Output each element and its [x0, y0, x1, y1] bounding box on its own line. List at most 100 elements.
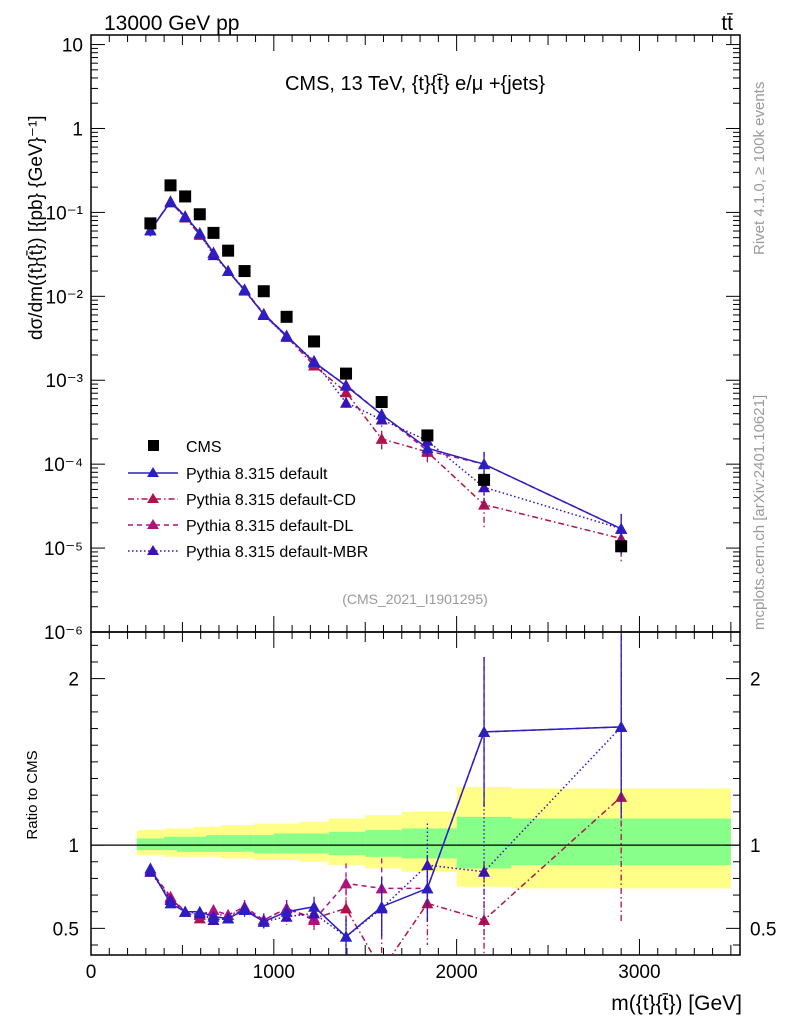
main-marker-default	[257, 308, 270, 320]
ratio-y-tick-label-right: 2	[750, 670, 761, 691]
main-panel-frame	[90, 34, 741, 633]
band-inner-bin	[176, 836, 194, 852]
cms-data-points	[144, 179, 628, 553]
cms-data-marker	[257, 285, 270, 298]
main-y-tick-label: 10⁻⁵	[44, 539, 83, 560]
main-marker-mbr	[340, 396, 353, 408]
header-final-state-label: tt̄	[721, 12, 733, 35]
cms-data-marker	[238, 265, 251, 278]
x-tick-label: 3000	[618, 962, 660, 983]
ratio-series-clipped	[144, 635, 628, 955]
main-y-tick-label: 10⁻²	[46, 287, 84, 308]
main-y-axis: 10⁻⁶ 10⁻⁵ 10⁻⁴ 10⁻³ 10⁻² 10⁻¹ 1 10	[44, 36, 740, 644]
band-inner-bin	[299, 833, 329, 854]
rivet-version-label: Rivet 4.1.0, ≥ 100k events	[751, 82, 768, 255]
ratio-y-tick-label: 2	[68, 670, 79, 691]
main-y-tick-label: 10⁻⁴	[44, 455, 83, 476]
main-marker-cd	[340, 386, 353, 398]
legend: CMS Pythia 8.315 default Pythia 8.315 de…	[128, 439, 368, 561]
main-marker-default	[164, 195, 177, 207]
ratio-uncertainty-bands	[136, 786, 731, 889]
legend-label-default: Pythia 8.315 default	[186, 466, 328, 483]
cms-data-marker	[222, 244, 235, 257]
x-axis: 0 1000 2000 3000	[86, 35, 732, 983]
band-inner-bin	[193, 836, 207, 852]
main-marker-cd	[375, 432, 388, 444]
band-inner-bin	[273, 833, 300, 854]
ratio-y-axis-title: Ratio to CMS	[24, 750, 41, 839]
main-y-tick-label: 1	[72, 119, 83, 140]
cms-data-marker	[193, 208, 206, 221]
cms-data-marker	[308, 335, 321, 348]
legend-label-cd: Pythia 8.315 default-CD	[186, 492, 356, 509]
legend-label-dl: Pythia 8.315 default-DL	[186, 518, 353, 535]
ratio-y-tick-label-right: 0.5	[750, 919, 776, 940]
band-inner-bin	[136, 838, 165, 851]
main-marker-default	[193, 226, 206, 238]
ratio-marker-default	[375, 900, 388, 912]
cms-data-marker	[179, 190, 192, 203]
main-y-axis-title: dσ/dm({t}{t̄}) [{pb} {GeV}⁻¹]	[26, 115, 47, 340]
header-process-label: 13000 GeV pp	[104, 12, 239, 35]
cms-data-marker	[421, 429, 434, 442]
main-marker-mbr	[478, 481, 491, 493]
ratio-marker-dl	[340, 877, 353, 889]
ratio-marker-default	[615, 720, 628, 732]
cms-data-marker	[207, 226, 220, 239]
main-marker-default	[478, 458, 491, 470]
legend-marker-dl	[147, 519, 159, 529]
band-inner-bin	[365, 830, 402, 857]
legend-marker-cms	[148, 440, 159, 451]
ratio-marker-default	[308, 900, 321, 912]
legend-marker-default	[147, 467, 159, 477]
main-marker-default	[144, 224, 157, 236]
main-series-group	[144, 195, 628, 564]
cms-data-marker	[478, 473, 491, 486]
ratio-marker-cd	[340, 902, 353, 914]
ratio-marker-default	[478, 725, 491, 737]
ratio-marker-default	[340, 930, 353, 942]
main-marker-default	[340, 379, 353, 391]
ratio-marker-default	[222, 912, 235, 924]
ratio-marker-default	[421, 882, 434, 894]
band-inner-bin	[164, 836, 177, 851]
ratio-y-axis: 0.5 0.5 1 1 2 2	[53, 644, 776, 946]
ratio-marker-dl	[207, 904, 220, 916]
ratio-marker-default	[164, 897, 177, 909]
main-marker-default	[421, 442, 434, 454]
ratio-marker-default	[280, 905, 293, 917]
legend-marker-cd	[147, 493, 159, 503]
legend-label-mbr: Pythia 8.315 default-MBR	[186, 544, 368, 561]
main-plot-title: CMS, 13 TeV, {t}{t̄} e/μ +{jets}	[285, 73, 545, 95]
band-inner-bin	[235, 835, 254, 852]
main-y-tick-label: 10⁻³	[46, 371, 84, 392]
ratio-marker-default	[257, 915, 270, 927]
cms-data-marker	[375, 396, 388, 409]
x-tick-label: 0	[86, 962, 97, 983]
main-marker-default	[615, 522, 628, 534]
main-y-tick-label: 10⁻¹	[46, 203, 84, 224]
cms-data-marker	[144, 217, 157, 230]
legend-marker-mbr	[147, 545, 159, 555]
main-marker-default	[207, 246, 220, 258]
main-marker-default	[280, 329, 293, 341]
legend-label-cms: CMS	[186, 439, 222, 456]
main-marker-default	[375, 408, 388, 420]
band-inner-bin	[401, 828, 457, 859]
ratio-marker-default	[238, 904, 251, 916]
analysis-id-label: (CMS_2021_I1901295)	[342, 591, 488, 607]
ratio-y-tick-label-right: 1	[750, 836, 761, 857]
main-y-tick-label: 10⁻⁶	[44, 623, 83, 644]
cms-data-marker	[280, 310, 293, 323]
cms-data-marker	[340, 367, 353, 380]
main-series-line-cd	[149, 201, 622, 540]
main-marker-default	[222, 265, 235, 277]
ratio-y-tick-label: 1	[68, 836, 79, 857]
ratio-marker-cd	[478, 914, 491, 926]
cms-data-marker	[164, 179, 177, 192]
ratio-marker-default	[193, 905, 206, 917]
ratio-marker-default	[179, 905, 192, 917]
band-inner-bin	[328, 831, 366, 856]
